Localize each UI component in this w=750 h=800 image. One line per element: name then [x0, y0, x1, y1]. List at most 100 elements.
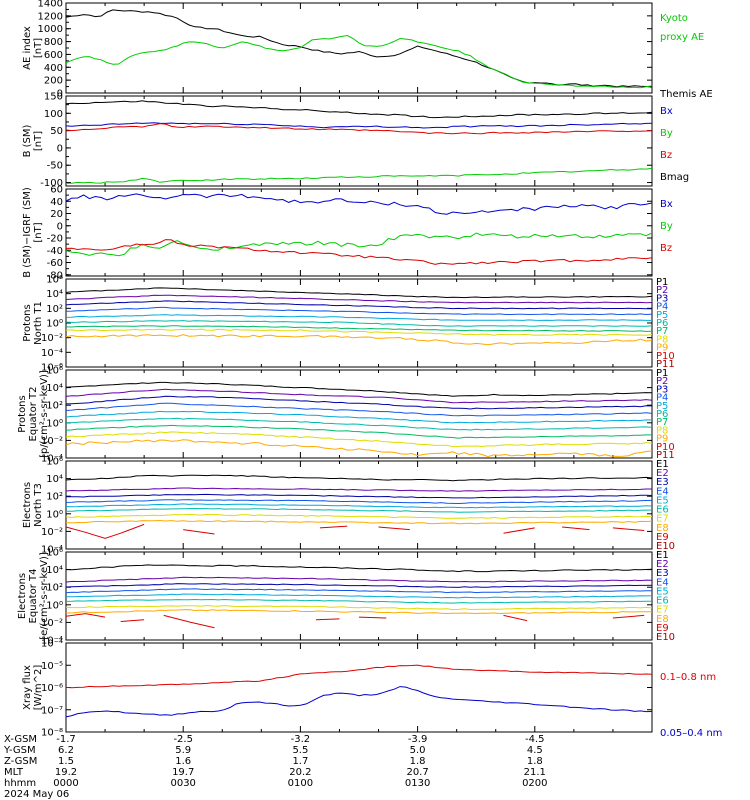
- legend-entry: E2: [656, 468, 669, 479]
- y-tick-label: 0: [57, 221, 63, 232]
- panel-frame: [65, 369, 653, 459]
- legend-entry: Bmag: [660, 172, 689, 183]
- y-tick-label: 10⁰: [46, 509, 63, 520]
- series-line-e2: [65, 576, 653, 583]
- series-line-e2: [65, 487, 652, 492]
- series-segment: [315, 618, 340, 621]
- y-tick-label: 10⁻⁶: [41, 683, 63, 694]
- y-tick-label: 150: [44, 92, 63, 103]
- y-tick-label: -100: [40, 178, 63, 189]
- y-tick-label: 10⁴: [46, 289, 63, 300]
- legend-entry: E3: [656, 477, 669, 488]
- series-line-e6: [66, 507, 653, 513]
- x-axis-value: 5.5: [292, 745, 308, 756]
- y-tick-label: 10⁻⁵: [41, 661, 63, 672]
- y-tick-label: 10⁻⁴: [41, 454, 63, 465]
- series-line-e8: [65, 609, 653, 615]
- series-segment: [612, 614, 645, 619]
- legend-entry: E8: [656, 614, 669, 625]
- series-line-p2: [65, 388, 653, 404]
- legend-entry: P4: [656, 393, 668, 404]
- y-tick-label: 10²: [46, 401, 63, 412]
- y-tick-label: 10⁴: [46, 565, 63, 576]
- legend-entry: Themis AE: [659, 89, 713, 100]
- y-axis-label: B (SM)−IGRF (SM)[nT]: [22, 187, 44, 278]
- y-tick-label: 10⁻⁴: [41, 636, 63, 647]
- legend-entry: E5: [656, 586, 669, 597]
- series-segment: [503, 614, 528, 622]
- panel-xray: 10⁻⁸ 10⁻⁷ 10⁻⁶ 10⁻⁵ 10⁻⁴ Xray flux[W/m^2] 0.1–…: [22, 639, 722, 740]
- y-axis-label: ProtonsNorth T1: [22, 301, 44, 345]
- series-line-e4: [65, 499, 653, 505]
- series-line-by: [65, 167, 653, 184]
- legend-entry: E6: [656, 505, 669, 516]
- series-segment: [183, 529, 215, 535]
- series-line-e5: [65, 503, 653, 509]
- series-line-p1: [65, 381, 653, 397]
- y-axis-label: ProtonsEquator T2[p/(cm²-s-sr-keV)]: [17, 370, 50, 458]
- series-segment: [562, 526, 590, 531]
- legend-entry: P11: [656, 359, 675, 370]
- series-line-by: [65, 232, 653, 257]
- x-axis-row-label: 2024 May 06: [4, 789, 69, 800]
- legend-entry: P7: [656, 326, 668, 337]
- x-axis-value: 0100: [288, 778, 313, 789]
- series-segment: [378, 526, 410, 531]
- panel-frame: [65, 188, 653, 277]
- legend-entry: Bz: [660, 150, 672, 161]
- y-tick-label: 1000: [38, 24, 63, 35]
- legend-entry: P5: [656, 310, 668, 321]
- y-tick-label: 10⁻²: [41, 527, 63, 538]
- legend-entry: E7: [656, 605, 669, 616]
- y-tick-label: -20: [47, 234, 63, 245]
- y-tick-label: 10⁻⁶: [41, 363, 63, 374]
- y-tick-label: 100: [44, 109, 63, 120]
- y-tick-label: 10⁻⁴: [41, 639, 63, 650]
- y-tick-label: 600: [44, 50, 63, 61]
- legend-entry: Bx: [660, 106, 673, 117]
- series-segment: [65, 613, 106, 618]
- y-tick-label: 50: [50, 126, 63, 137]
- x-axis-value: 1.6: [175, 756, 191, 767]
- series-line-e1: [65, 564, 653, 573]
- series-line-e7: [65, 604, 653, 611]
- y-tick-label: 10⁻⁴: [41, 545, 63, 556]
- y-tick-label: -50: [47, 161, 63, 172]
- legend-entry: 0.05–0.4 nm: [660, 728, 722, 739]
- panel-frame: [65, 460, 653, 550]
- series-line-p7: [65, 424, 652, 439]
- legend-entry: P10: [656, 442, 675, 453]
- y-tick-label: 10⁻²: [41, 618, 63, 629]
- legend-entry: E7: [656, 514, 669, 525]
- legend-entry: Kyoto: [660, 13, 688, 24]
- legend-entry: E9: [656, 532, 669, 543]
- series-line-p6: [66, 417, 653, 431]
- y-tick-label: 10⁻⁴: [41, 348, 63, 359]
- series-line-p6: [65, 320, 653, 327]
- y-axis-label: Xray flux[W/m^2]: [22, 665, 44, 711]
- legend-entry: P5: [656, 401, 668, 412]
- x-axis-value: 19.2: [55, 767, 77, 778]
- x-axis-row-label: X-GSM: [4, 734, 37, 745]
- series-line-p3: [65, 300, 652, 310]
- series-segment: [503, 527, 535, 534]
- series-line-e5: [66, 593, 653, 599]
- y-tick-label: 10⁻²: [41, 333, 63, 344]
- x-axis-value: -4.5: [525, 734, 545, 745]
- legend-entry: P11: [656, 450, 675, 461]
- legend-entry: E1: [656, 550, 669, 561]
- legend-entry: P6: [656, 409, 668, 420]
- series-line-p5: [65, 314, 652, 321]
- legend-entry: P1: [656, 277, 668, 288]
- series-line-p9: [65, 439, 653, 458]
- legend-entry: E10: [656, 541, 675, 552]
- y-tick-label: 10⁰: [46, 600, 63, 611]
- series-line-bmag: [65, 100, 653, 119]
- y-tick-label: 10⁻⁷: [41, 705, 63, 716]
- x-axis-value: 0030: [170, 778, 195, 789]
- series-line-e7: [65, 513, 653, 519]
- series-line-bx: [65, 193, 653, 215]
